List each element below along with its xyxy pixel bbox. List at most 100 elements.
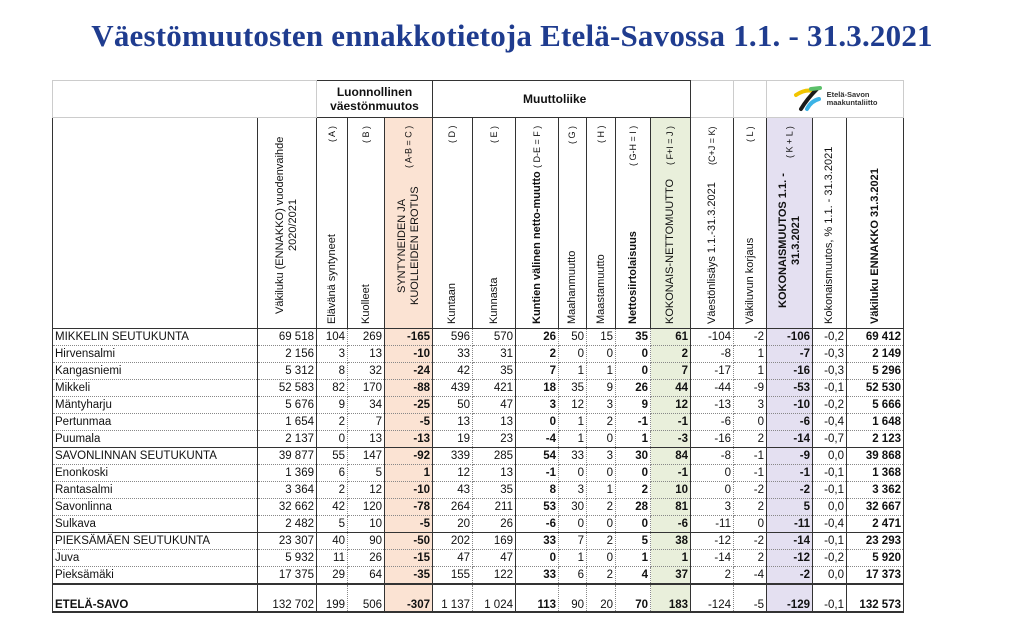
column-label: Väestönlisäys 1.1.-31.3.2021 xyxy=(705,182,718,324)
table-cell: 50 xyxy=(558,328,587,346)
table-cell: -0,1 xyxy=(812,379,847,397)
table-cell: -124 xyxy=(690,583,734,613)
table-cell: -2 xyxy=(733,481,767,499)
table-cell: 29 xyxy=(316,566,348,585)
table-cell: -53 xyxy=(766,379,813,397)
column-code: ( G-H = I ) xyxy=(627,126,638,167)
table-cell: 2 xyxy=(615,481,651,499)
column-header: Kuntien välinen netto-muutto ( D-E = F ) xyxy=(515,117,559,329)
table-cell: 0,0 xyxy=(812,498,847,516)
table-cell: 3 xyxy=(515,396,559,414)
table-row: Pertunmaa 1 654 2 7 -5 13 13 0 1 2 -1 -1 -6 0 -6 -0,4 1 … xyxy=(52,413,904,431)
table-cell: 33 xyxy=(515,566,559,585)
table-cell: -0,2 xyxy=(812,396,847,414)
column-header: Kuntaan ( D ) xyxy=(432,117,473,329)
table-cell: -92 xyxy=(384,447,433,465)
row-name: PIEKSÄMÄEN SEUTUKUNTA xyxy=(52,532,258,550)
group-header-row: Luonnollinen väestönmuutos Muuttoliike E… xyxy=(52,80,904,118)
table-cell: -5 xyxy=(733,583,767,613)
table-cell: 12 xyxy=(347,481,385,499)
table-cell: -0,1 xyxy=(812,464,847,482)
table-cell: 122 xyxy=(472,566,516,585)
column-header: Väkiluku (ENNAKKO) vuodenvaihde 2020/202… xyxy=(257,117,317,329)
table-cell: 34 xyxy=(347,396,385,414)
table-cell: 1 xyxy=(615,430,651,448)
table-cell: 52 583 xyxy=(257,379,317,397)
region-row: SAVONLINNAN SEUTUKUNTA 39 877 55 147 -92 339 2… xyxy=(52,447,904,465)
table-cell: -104 xyxy=(690,328,734,346)
table-cell: -35 xyxy=(384,566,433,585)
table-cell: 3 xyxy=(690,498,734,516)
table-cell: 13 xyxy=(432,413,473,431)
column-header: Väkiluku ENNAKKO 31.3.2021 xyxy=(846,117,904,329)
row-name: Pertunmaa xyxy=(52,413,258,431)
table-cell: 2 482 xyxy=(257,515,317,533)
table-cell: 61 xyxy=(650,328,691,346)
column-label: Kunnasta xyxy=(487,277,500,324)
logo-text: maakuntaliitto xyxy=(826,98,878,107)
table-cell: -13 xyxy=(384,430,433,448)
table-cell: 132 702 xyxy=(257,583,317,613)
table-cell: -1 xyxy=(766,464,813,482)
table-cell: 339 xyxy=(432,447,473,465)
table-cell: 44 xyxy=(650,379,691,397)
table-cell: -2 xyxy=(766,481,813,499)
table-cell: -0,2 xyxy=(812,328,847,346)
table-cell: 8 xyxy=(316,362,348,380)
column-label: Kuolleet xyxy=(359,284,372,324)
table-cell: -78 xyxy=(384,498,433,516)
table-cell: 2 xyxy=(586,566,616,585)
table-cell: -3 xyxy=(650,430,691,448)
table-cell: 32 xyxy=(347,362,385,380)
table-cell: 33 xyxy=(558,447,587,465)
table-cell: -0,7 xyxy=(812,430,847,448)
column-label: SYNTYNEIDEN JA KUOLLEIDEN EROTUS xyxy=(395,186,421,306)
column-code: ( E ) xyxy=(488,126,499,143)
column-label: KOKONAISMUUTOS 1.1. - 31.3.2021 xyxy=(776,173,802,309)
table-cell: 2 xyxy=(733,430,767,448)
table-cell: 170 xyxy=(347,379,385,397)
table-cell: 6 xyxy=(316,464,348,482)
table-cell: 19 xyxy=(432,430,473,448)
table-cell: 9 xyxy=(615,396,651,414)
table-cell: 2 137 xyxy=(257,430,317,448)
column-header: Kokonaismuutos, % 1.1. - 31.3.2021 xyxy=(812,117,847,329)
table-cell: 3 xyxy=(586,447,616,465)
table-cell: -1 xyxy=(733,447,767,465)
column-code: ( D ) xyxy=(447,126,457,144)
table-cell: -1 xyxy=(650,464,691,482)
table-row: Juva 5 932 11 26 -15 47 47 0 1 0 1 1 -14 2 -12 -0,2 5 92… xyxy=(52,549,904,567)
table-cell: 2 xyxy=(650,345,691,363)
table-cell: 3 xyxy=(316,345,348,363)
table-cell: 0,0 xyxy=(812,447,847,465)
table-cell: 155 xyxy=(432,566,473,585)
table-cell: 12 xyxy=(558,396,587,414)
table-cell: 5 932 xyxy=(257,549,317,567)
table-cell: 30 xyxy=(615,447,651,465)
table-cell: 2 xyxy=(316,481,348,499)
table-cell: 50 xyxy=(432,396,473,414)
row-name: SAVONLINNAN SEUTUKUNTA xyxy=(52,447,258,465)
table-cell: -129 xyxy=(766,583,813,613)
table-cell: 211 xyxy=(472,498,516,516)
table-cell: 26 xyxy=(615,379,651,397)
table-cell: 47 xyxy=(472,549,516,567)
column-header: Kunnasta ( E ) xyxy=(472,117,516,329)
table-cell: 0 xyxy=(515,549,559,567)
table-cell: 2 xyxy=(586,532,616,550)
table-cell: 202 xyxy=(432,532,473,550)
page-title: Väestömuutosten ennakkotietoja Etelä-Sav… xyxy=(91,18,933,53)
table-cell: -6 xyxy=(690,413,734,431)
table-cell: 1 xyxy=(558,362,587,380)
table-cell: 64 xyxy=(347,566,385,585)
table-row: Hirvensalmi 2 156 3 13 -10 33 31 2 0 0 0 2 -8 1 -7 -0,3… xyxy=(52,345,904,363)
table-cell: 23 293 xyxy=(846,532,904,550)
column-code: ( A ) xyxy=(326,126,337,143)
table-row: Mäntyharju 5 676 9 34 -25 50 47 3 12 3 9 12 -13 3 -10-… xyxy=(52,396,904,414)
table-cell: -0,4 xyxy=(812,515,847,533)
row-name: Pieksämäki xyxy=(52,566,258,585)
table-cell: 81 xyxy=(650,498,691,516)
table-cell: 169 xyxy=(472,532,516,550)
column-header: Elävänä syntyneet ( A ) xyxy=(316,117,348,329)
table-cell: 5 312 xyxy=(257,362,317,380)
